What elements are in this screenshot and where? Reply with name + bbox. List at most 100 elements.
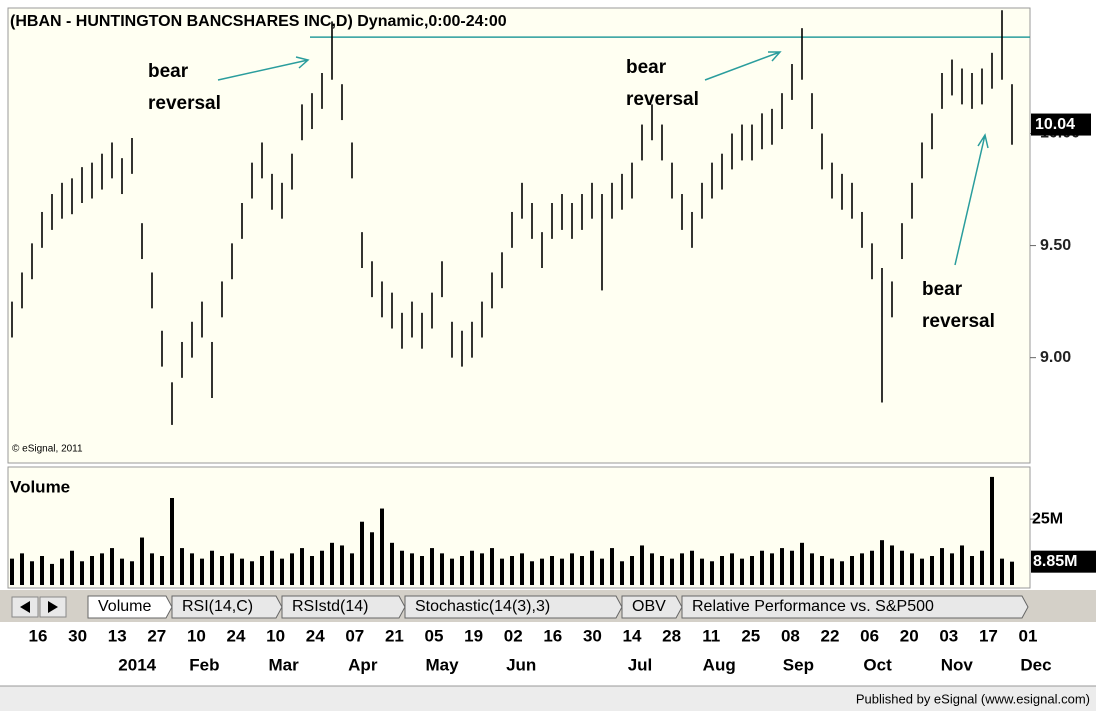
tab-label[interactable]: Volume xyxy=(98,598,151,615)
volume-bar xyxy=(950,553,954,585)
y-tick-label: 9.00 xyxy=(1040,349,1071,366)
volume-bar xyxy=(210,550,214,585)
volume-bar xyxy=(870,550,874,585)
volume-bar xyxy=(20,553,24,585)
x-month-label: Dec xyxy=(1020,655,1051,674)
x-tick-label: 03 xyxy=(939,626,958,645)
volume-bar xyxy=(790,550,794,585)
last-volume-box xyxy=(1031,550,1096,573)
volume-bar xyxy=(530,561,534,585)
volume-bar xyxy=(220,556,224,585)
volume-bar xyxy=(980,550,984,585)
volume-bar xyxy=(170,498,174,585)
volume-bar xyxy=(580,556,584,585)
volume-bar xyxy=(190,553,194,585)
x-tick-label: 07 xyxy=(345,626,364,645)
x-tick-label: 13 xyxy=(108,626,127,645)
footer-bar xyxy=(0,686,1096,711)
volume-bar xyxy=(80,561,84,585)
volume-bar xyxy=(670,558,674,585)
volume-bar xyxy=(770,553,774,585)
volume-title: Volume xyxy=(10,477,70,496)
volume-bar xyxy=(150,553,154,585)
volume-bar xyxy=(380,508,384,585)
volume-bar xyxy=(330,542,334,585)
x-month-label: Oct xyxy=(863,655,892,674)
tab-label[interactable]: Relative Performance vs. S&P500 xyxy=(692,598,934,615)
x-month-label: Jun xyxy=(506,655,536,674)
tab[interactable] xyxy=(171,595,283,619)
volume-bar xyxy=(880,540,884,585)
volume-bar xyxy=(590,550,594,585)
x-tick-label: 14 xyxy=(623,626,642,645)
volume-bar xyxy=(830,558,834,585)
arrow-icon xyxy=(20,601,30,613)
volume-bar xyxy=(740,558,744,585)
volume-bar xyxy=(930,556,934,585)
x-tick-label: 30 xyxy=(68,626,87,645)
x-tick-label: 22 xyxy=(821,626,840,645)
tab[interactable] xyxy=(621,595,683,619)
tab-label[interactable]: OBV xyxy=(632,598,666,615)
volume-bar xyxy=(620,561,624,585)
volume-bar xyxy=(550,556,554,585)
arrow xyxy=(704,51,782,81)
annotation: reversal xyxy=(148,93,221,114)
annotation: bear xyxy=(148,61,189,82)
tab-label[interactable]: RSI(14,C) xyxy=(182,598,253,615)
x-tick-label: 06 xyxy=(860,626,879,645)
chart-title: (HBAN - HUNTINGTON BANCSHARES INC,D) Dyn… xyxy=(10,13,507,30)
x-month-label: Feb xyxy=(189,655,219,674)
annotation: bear xyxy=(922,279,963,300)
tab-scroll[interactable] xyxy=(11,596,67,618)
volume-bar xyxy=(520,553,524,585)
x-tick-label: 25 xyxy=(741,626,760,645)
volume-bar xyxy=(40,556,44,585)
volume-bar xyxy=(990,476,994,585)
arrow-icon xyxy=(48,601,58,613)
volume-bar xyxy=(10,558,14,585)
y-tick-label: 25M xyxy=(1032,510,1063,527)
volume-bar xyxy=(570,553,574,585)
volume-bar xyxy=(1010,561,1014,585)
volume-bar xyxy=(1000,558,1004,585)
last-price-box xyxy=(1031,113,1091,136)
x-month-label: Jul xyxy=(628,655,653,674)
volume-bar xyxy=(630,556,634,585)
tab[interactable] xyxy=(681,595,1029,619)
volume-bar xyxy=(360,521,364,585)
volume-bar xyxy=(130,561,134,585)
volume-bar xyxy=(60,558,64,585)
tab-label[interactable]: Stochastic(14(3),3) xyxy=(415,598,550,615)
volume-bar xyxy=(230,553,234,585)
x-tick-label: 21 xyxy=(385,626,404,645)
x-tick-label: 27 xyxy=(147,626,166,645)
volume-bar xyxy=(300,548,304,585)
volume-bar xyxy=(270,550,274,585)
volume-bar xyxy=(490,548,494,585)
x-month-label: Nov xyxy=(941,655,974,674)
volume-bar xyxy=(120,558,124,585)
volume-bar xyxy=(400,550,404,585)
volume-bar xyxy=(900,550,904,585)
x-month-label: Sep xyxy=(783,655,814,674)
annotation: reversal xyxy=(626,89,699,110)
volume-bar xyxy=(660,556,664,585)
volume-bar xyxy=(650,553,654,585)
tab[interactable] xyxy=(281,595,406,619)
volume-bar xyxy=(310,556,314,585)
volume-bar xyxy=(510,556,514,585)
x-tick-label: 05 xyxy=(425,626,444,645)
tab[interactable] xyxy=(87,595,173,619)
volume-bar xyxy=(50,563,54,585)
x-tick-label: 16 xyxy=(543,626,562,645)
tab[interactable] xyxy=(404,595,623,619)
x-tick-label: 10 xyxy=(187,626,206,645)
volume-bar xyxy=(560,558,564,585)
tab-label[interactable]: RSIstd(14) xyxy=(292,598,368,615)
volume-bar xyxy=(960,545,964,585)
volume-bar xyxy=(450,558,454,585)
volume-bar xyxy=(470,550,474,585)
volume-bar xyxy=(410,553,414,585)
volume-bar xyxy=(690,550,694,585)
